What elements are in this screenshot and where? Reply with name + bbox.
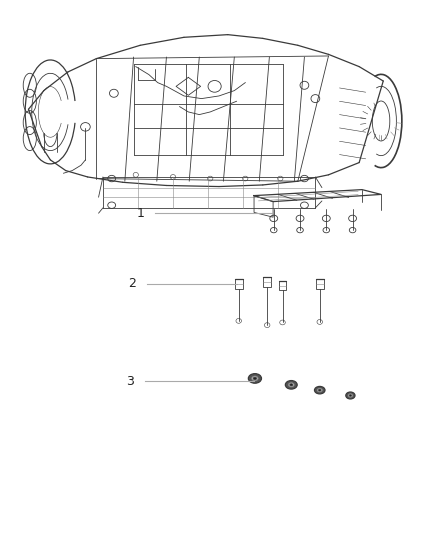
Text: 2: 2 [128,277,136,290]
Ellipse shape [349,394,352,397]
Ellipse shape [314,386,325,394]
Ellipse shape [348,394,353,397]
Text: 3: 3 [126,375,134,387]
Text: 1: 1 [137,207,145,220]
Ellipse shape [288,383,294,387]
Bar [263,277,271,287]
Ellipse shape [290,384,293,386]
Ellipse shape [318,389,321,391]
Ellipse shape [251,376,258,381]
Bar [279,281,286,290]
Ellipse shape [253,377,257,379]
Ellipse shape [317,388,322,392]
Ellipse shape [248,374,261,383]
Bar [235,279,243,289]
Ellipse shape [346,392,355,399]
Bar [316,279,324,289]
Ellipse shape [286,381,297,389]
